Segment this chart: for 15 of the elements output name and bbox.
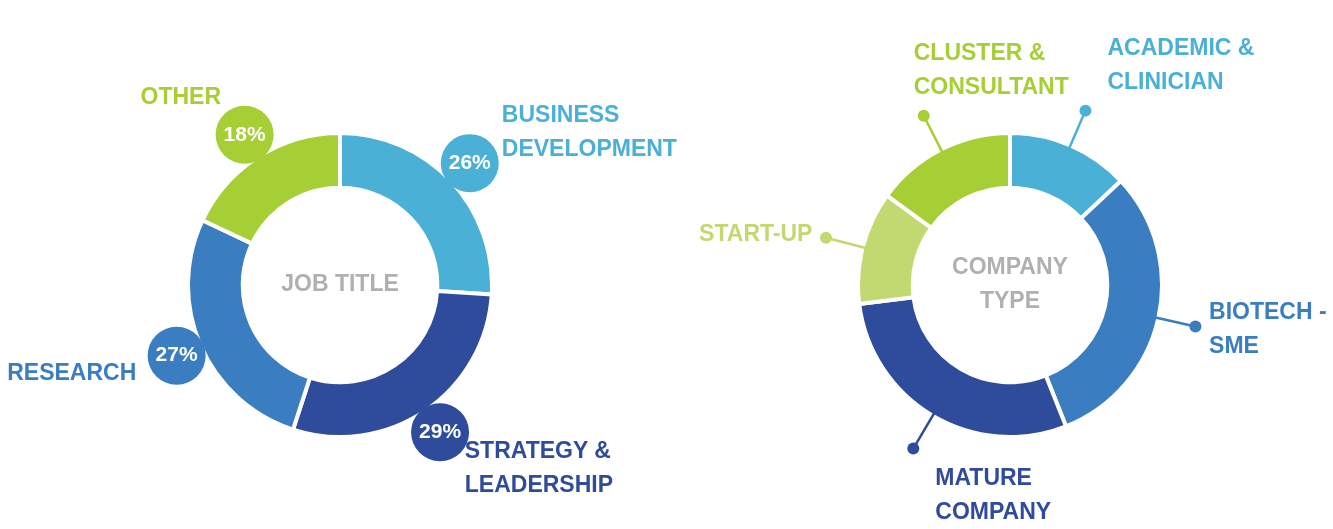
legend-label: BIOTECH - SME (1209, 297, 1327, 358)
slice-label: START-UP (699, 219, 813, 246)
slice-label: STRATEGY & LEADERSHIP (464, 436, 614, 497)
data-label: 18% (223, 121, 266, 145)
data-label: 26% (448, 149, 492, 173)
slice-label: BUSINESS DEVELOPMENT (501, 101, 677, 162)
slice-label: ACADEMIC & CLINICIAN (1107, 33, 1255, 94)
data-label: 29% (419, 419, 462, 443)
slice-label: CLUSTER & CONSULTANT (913, 39, 1069, 100)
data-label: 27% (155, 342, 198, 366)
slice-label: RESEARCH (7, 358, 137, 385)
slice-label: MATURE COMPANY (935, 463, 1052, 524)
text: JOB TITLE (281, 270, 399, 297)
slice-label: OTHER (140, 82, 222, 109)
text: COMPANY TYPE (952, 253, 1068, 314)
